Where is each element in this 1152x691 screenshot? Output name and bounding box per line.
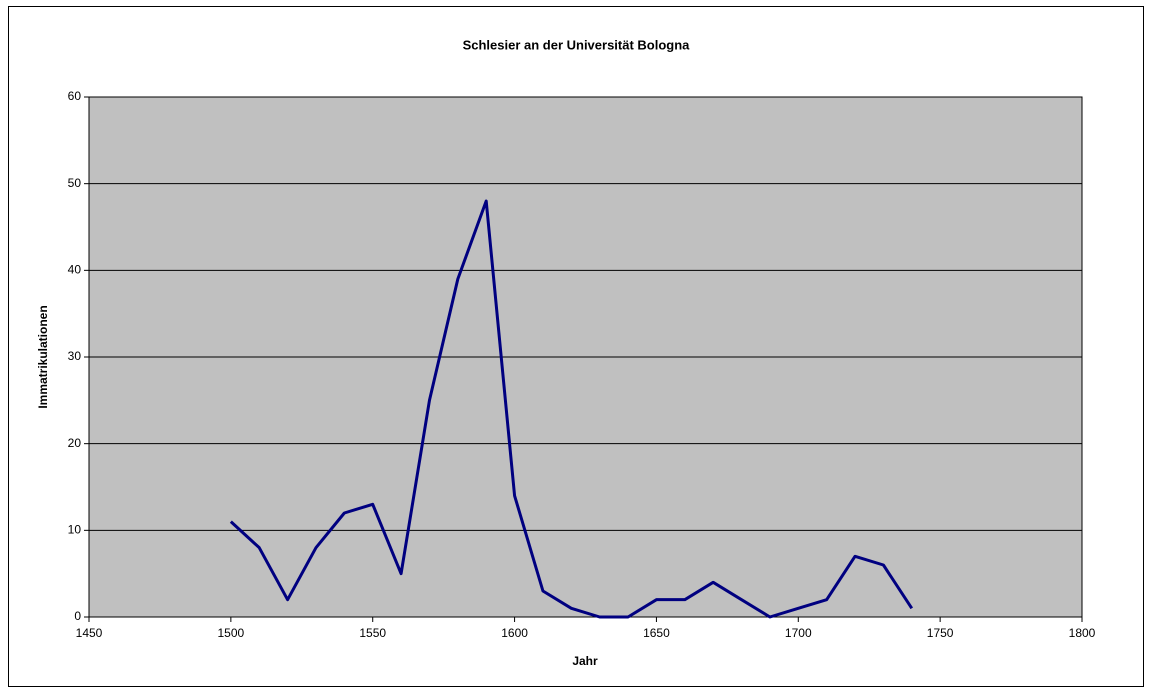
- x-tick-label: 1700: [785, 626, 812, 640]
- x-tick-label: 1800: [1069, 626, 1096, 640]
- y-tick-label: 50: [68, 176, 82, 190]
- x-tick-label: 1500: [218, 626, 245, 640]
- y-tick-label: 20: [68, 436, 82, 450]
- y-tick-label: 30: [68, 349, 82, 363]
- x-tick-label: 1600: [501, 626, 528, 640]
- x-tick-label: 1450: [76, 626, 103, 640]
- y-tick-label: 0: [74, 609, 81, 623]
- y-tick-label: 60: [68, 89, 82, 103]
- x-tick-label: 1650: [643, 626, 670, 640]
- y-tick-label: 10: [68, 523, 82, 537]
- x-tick-label: 1750: [927, 626, 954, 640]
- y-tick-label: 40: [68, 263, 82, 277]
- data-line: [229, 199, 914, 619]
- x-axis-label: Jahr: [572, 654, 598, 668]
- chart-title: Schlesier an der Universität Bologna: [463, 37, 691, 52]
- y-axis-label: Immatrikulationen: [36, 305, 50, 408]
- x-tick-label: 1550: [359, 626, 386, 640]
